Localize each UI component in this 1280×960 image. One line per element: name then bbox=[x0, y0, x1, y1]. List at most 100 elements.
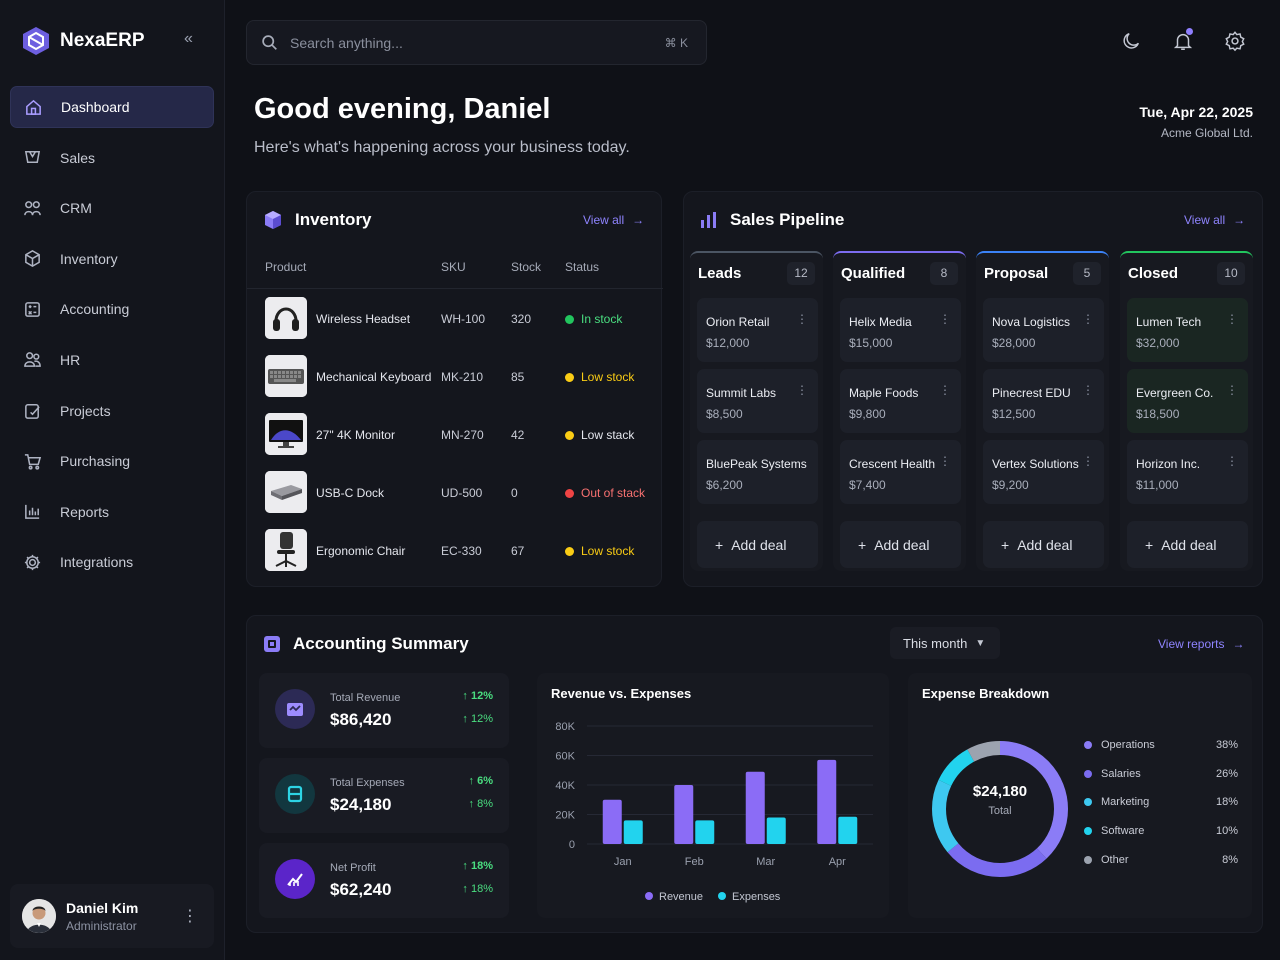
view-reports-label: View reports bbox=[1158, 637, 1225, 651]
page-title: Good evening, Daniel bbox=[254, 93, 551, 125]
notifications-button[interactable] bbox=[1172, 28, 1194, 57]
product-name: Mechanical Keyboard bbox=[316, 370, 432, 384]
donut-slice-marketing[interactable] bbox=[932, 741, 1068, 877]
more-vertical-icon[interactable]: ⋮ bbox=[1226, 383, 1238, 397]
table-row[interactable]: Ergonomic Chair EC-330 67 Low stock bbox=[265, 529, 655, 571]
x-tick-label: Feb bbox=[685, 856, 704, 868]
table-row[interactable]: 27" 4K Monitor MN-270 42 Low stack bbox=[265, 413, 655, 455]
sidebar-item-dashboard[interactable]: Dashboard bbox=[10, 86, 214, 128]
deal-value: $9,200 bbox=[992, 478, 1029, 492]
deal-card[interactable]: Lumen Tech $32,000 ⋮ bbox=[1127, 298, 1248, 362]
donut-slice-other[interactable] bbox=[932, 741, 1068, 877]
status-text: Low stock bbox=[581, 544, 635, 558]
kpi-change-text: 18% bbox=[470, 860, 493, 872]
status-badge: Out of stack bbox=[565, 486, 645, 500]
sidebar-item-hr[interactable]: HR bbox=[10, 339, 214, 381]
table-row[interactable]: Wireless Headset WH-100 320 In stock bbox=[265, 297, 655, 339]
add-deal-label: Add deal bbox=[1017, 536, 1073, 553]
sidebar-item-sales[interactable]: Sales bbox=[10, 137, 214, 179]
kpi-change-up: ↑ 6% bbox=[468, 775, 493, 787]
donut-slice-salaries[interactable] bbox=[932, 741, 1068, 877]
more-vertical-icon[interactable]: ⋮ bbox=[796, 383, 808, 397]
user-name: Daniel Kim bbox=[66, 899, 139, 916]
sidebar-item-reports[interactable]: Reports bbox=[10, 491, 214, 533]
add-deal-button[interactable]: + Add deal bbox=[983, 521, 1104, 568]
bar-expenses-apr[interactable] bbox=[838, 816, 858, 844]
table-row[interactable]: Mechanical Keyboard MK-210 85 Low stock bbox=[265, 355, 655, 397]
more-vertical-icon[interactable]: ⋮ bbox=[939, 383, 951, 397]
kpi-value: $62,240 bbox=[330, 880, 392, 899]
bar-revenue-jan[interactable] bbox=[602, 799, 622, 844]
sidebar-item-accounting[interactable]: Accounting bbox=[10, 288, 214, 330]
gear-icon[interactable] bbox=[1224, 30, 1246, 52]
logo[interactable]: NexaERP bbox=[22, 26, 145, 56]
table-row[interactable]: USB-C Dock UD-500 0 Out of stack bbox=[265, 471, 655, 513]
more-vertical-icon[interactable]: ⋮ bbox=[939, 312, 951, 326]
bar-expenses-feb[interactable] bbox=[695, 820, 715, 844]
kpi-card-expenses[interactable]: Total Expenses $24,180 ↑ 6% ↑ 8% bbox=[259, 758, 509, 833]
more-vertical-icon[interactable]: ⋮ bbox=[796, 312, 808, 326]
deal-card[interactable]: Orion Retail $12,000 ⋮ bbox=[697, 298, 818, 362]
search-shortcut: ⌘ K bbox=[664, 36, 688, 50]
users-icon bbox=[24, 200, 41, 215]
product-name: Ergonomic Chair bbox=[316, 544, 406, 558]
sidebar-item-crm[interactable]: CRM bbox=[10, 187, 214, 229]
more-vertical-icon[interactable]: ⋮ bbox=[1082, 454, 1094, 468]
kpi-card-profit[interactable]: Net Profit $62,240 ↑ 18% ↑ 18% bbox=[259, 843, 509, 918]
pipeline-view-all-link[interactable]: View all → bbox=[1184, 213, 1245, 227]
sidebar-item-label: Dashboard bbox=[61, 99, 130, 115]
deal-card[interactable]: Helix Media $15,000 ⋮ bbox=[840, 298, 961, 362]
sidebar-item-projects[interactable]: Projects bbox=[10, 390, 214, 432]
inventory-view-all-link[interactable]: View all → bbox=[583, 213, 644, 227]
bar-expenses-jan[interactable] bbox=[623, 820, 643, 844]
add-deal-button[interactable]: + Add deal bbox=[840, 521, 961, 568]
sidebar-item-inventory[interactable]: Inventory bbox=[10, 238, 214, 280]
gear-integration-icon bbox=[24, 554, 41, 570]
kpi-change-text: 6% bbox=[477, 775, 493, 787]
product-stock: 0 bbox=[511, 486, 518, 500]
deal-card[interactable]: Crescent Health $7,400 ⋮ bbox=[840, 440, 961, 504]
bar-revenue-mar[interactable] bbox=[745, 771, 765, 844]
status-dot bbox=[565, 372, 574, 382]
pipeline-card-title: Sales Pipeline bbox=[700, 210, 844, 230]
more-vertical-icon[interactable]: ⋮ bbox=[1226, 454, 1238, 468]
kpi-card-revenue[interactable]: Total Revenue $86,420 ↑ 12% ↑ 12% bbox=[259, 673, 509, 748]
bar-revenue-apr[interactable] bbox=[817, 759, 837, 844]
bar-expenses-mar[interactable] bbox=[766, 817, 786, 844]
inventory-card: Inventory View all → Product SKU Stock S… bbox=[246, 191, 663, 587]
user-profile[interactable]: Daniel Kim Administrator ⋮ bbox=[10, 884, 214, 948]
box-icon bbox=[25, 250, 40, 268]
deal-value: $11,000 bbox=[1136, 478, 1179, 492]
deal-card[interactable]: Horizon Inc. $11,000 ⋮ bbox=[1127, 440, 1248, 504]
more-vertical-icon[interactable]: ⋮ bbox=[182, 908, 198, 925]
more-vertical-icon[interactable]: ⋮ bbox=[1226, 312, 1238, 326]
add-deal-button[interactable]: + Add deal bbox=[1127, 521, 1248, 568]
sidebar-item-integrations[interactable]: Integrations bbox=[10, 541, 214, 583]
collapse-sidebar-icon[interactable]: « bbox=[184, 30, 193, 47]
deal-card[interactable]: Vertex Solutions $9,200 ⋮ bbox=[983, 440, 1104, 504]
legend-dot bbox=[1084, 855, 1092, 864]
more-vertical-icon[interactable]: ⋮ bbox=[1082, 312, 1094, 326]
deal-card[interactable]: Summit Labs $8,500 ⋮ bbox=[697, 369, 818, 433]
more-vertical-icon[interactable]: ⋮ bbox=[1082, 383, 1094, 397]
deal-card[interactable]: BluePeak Systems $6,200 bbox=[697, 440, 818, 504]
period-dropdown[interactable]: This month ▼ bbox=[890, 627, 1000, 659]
legend-dot bbox=[1084, 769, 1092, 778]
product-sku: UD-500 bbox=[441, 486, 483, 500]
deal-card[interactable]: Evergreen Co. $18,500 ⋮ bbox=[1127, 369, 1248, 433]
moon-icon[interactable] bbox=[1120, 30, 1142, 52]
deal-card[interactable]: Pinecrest EDU $12,500 ⋮ bbox=[983, 369, 1104, 433]
add-deal-button[interactable]: + Add deal bbox=[697, 521, 818, 568]
deal-name: Maple Foods bbox=[849, 386, 919, 400]
column-name: Closed bbox=[1128, 265, 1179, 282]
search-bar[interactable]: Search anything... ⌘ K bbox=[246, 20, 707, 65]
sidebar-item-purchasing[interactable]: Purchasing bbox=[10, 440, 214, 482]
view-reports-link[interactable]: View reports → bbox=[1158, 637, 1244, 651]
bar-revenue-feb[interactable] bbox=[674, 785, 694, 844]
user-role: Administrator bbox=[66, 918, 137, 933]
deal-card[interactable]: Maple Foods $9,800 ⋮ bbox=[840, 369, 961, 433]
deal-card[interactable]: Nova Logistics $28,000 ⋮ bbox=[983, 298, 1104, 362]
more-vertical-icon[interactable]: ⋮ bbox=[939, 454, 951, 468]
search-input[interactable]: Search anything... bbox=[290, 34, 403, 51]
expense-donut-chart bbox=[932, 741, 1068, 877]
